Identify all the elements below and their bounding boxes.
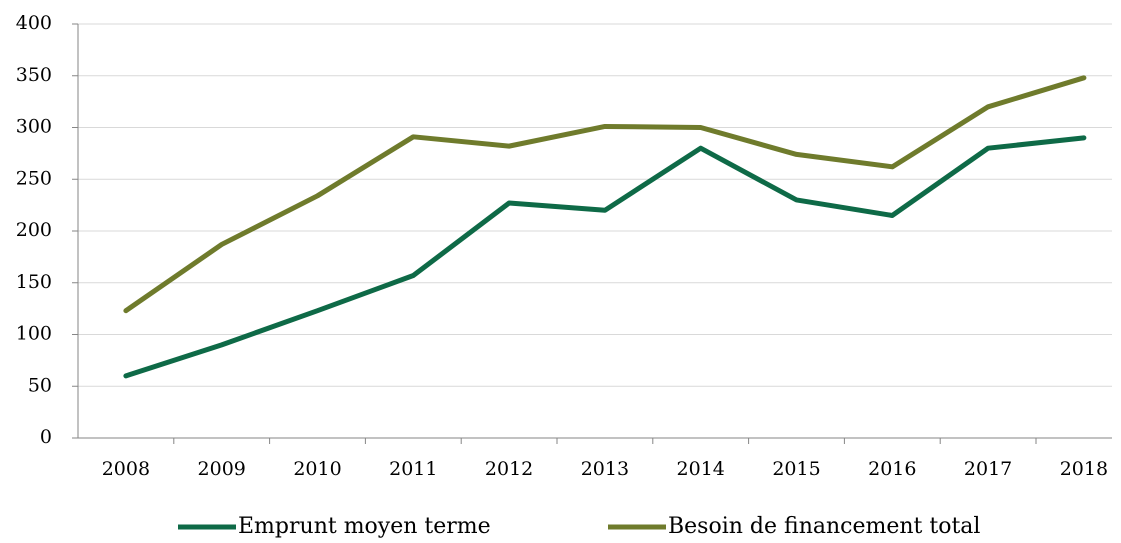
y-tick-label: 200 [16, 219, 52, 241]
series-line [123, 75, 1087, 314]
y-tick-label: 300 [16, 116, 52, 138]
y-tick-label: 100 [16, 323, 52, 345]
y-tick-label: 0 [40, 426, 52, 448]
legend-label: Emprunt moyen terme [238, 514, 491, 539]
x-tick-label: 2012 [485, 458, 533, 480]
x-tick-label: 2009 [198, 458, 246, 480]
y-tick-label: 350 [16, 64, 52, 86]
y-tick-label: 150 [16, 271, 52, 293]
y-tick-label: 400 [16, 12, 52, 34]
legend-label: Besoin de financement total [668, 514, 980, 539]
y-tick-label: 250 [16, 167, 52, 189]
x-tick-label: 2008 [102, 458, 150, 480]
x-tick-label: 2015 [772, 458, 820, 480]
series-line [123, 135, 1087, 379]
x-tick-label: 2014 [677, 458, 725, 480]
x-tick-label: 2018 [1060, 458, 1108, 480]
y-tick-label: 50 [28, 374, 52, 396]
x-tick-label: 2017 [964, 458, 1012, 480]
x-tick-label: 2011 [389, 458, 437, 480]
x-tick-label: 2016 [868, 458, 916, 480]
x-tick-label: 2010 [293, 458, 341, 480]
x-tick-label: 2013 [581, 458, 629, 480]
